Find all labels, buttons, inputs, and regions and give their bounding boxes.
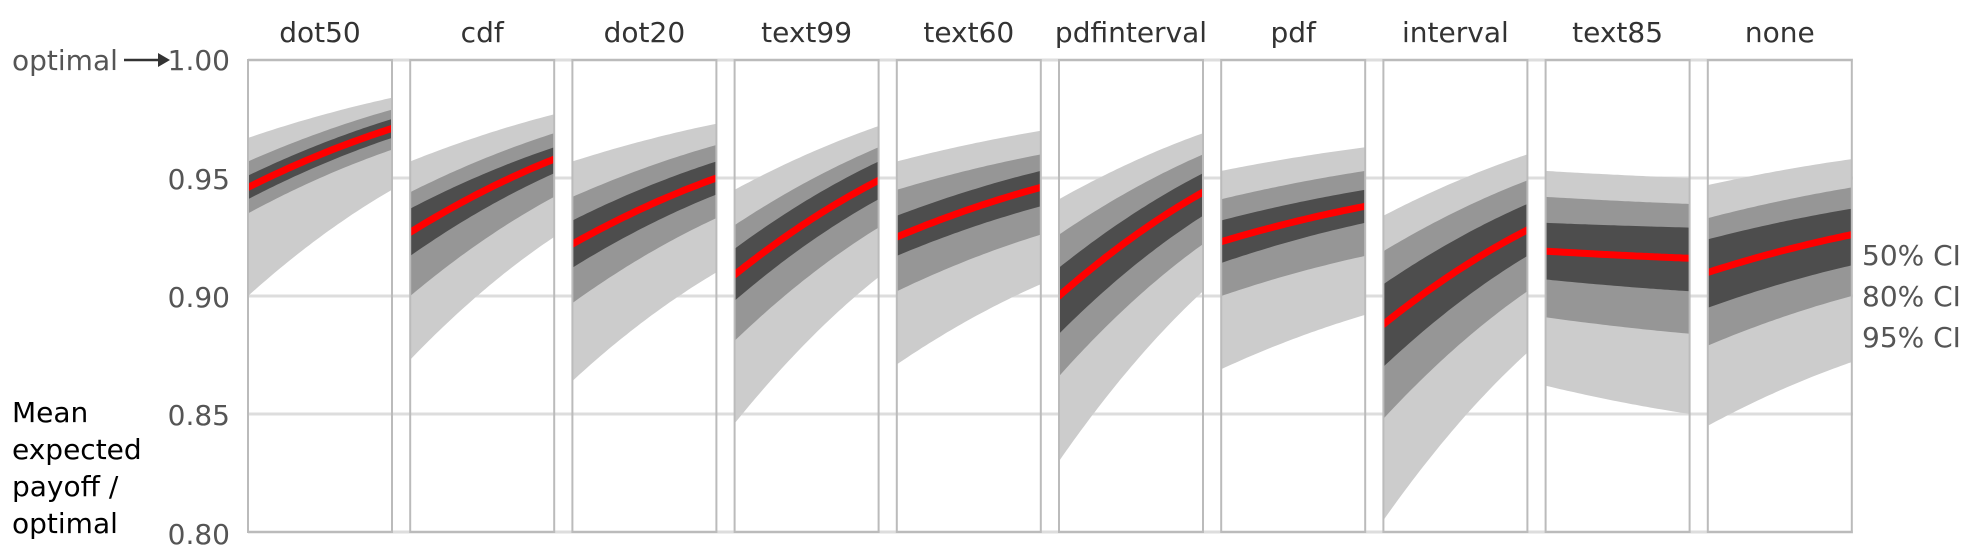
facet-frame: [733, 59, 880, 533]
optimal-arrow-icon: [158, 53, 170, 67]
facet-frame: [409, 59, 556, 533]
facet-pdf: pdf: [1220, 16, 1367, 533]
facet-title: text60: [923, 16, 1014, 49]
ci-bands: [248, 97, 392, 296]
facet-text99: text99: [733, 16, 880, 533]
facet-text85: text85: [1544, 16, 1691, 533]
ci-bands: [410, 114, 555, 360]
y-tick-label: 0.90: [168, 281, 230, 314]
y-axis-label-line: payoff /: [12, 470, 119, 503]
y-tick-label: 0.85: [168, 399, 230, 432]
facet-title: none: [1745, 16, 1815, 49]
optimal-annotation: optimal: [12, 44, 170, 77]
ci-bands: [1059, 133, 1203, 462]
ci-bands: [734, 126, 879, 424]
facet-frame: [1544, 59, 1691, 533]
facet-frame: [1706, 59, 1853, 533]
median-line: [248, 124, 392, 191]
median-line: [1221, 202, 1366, 246]
facet-frame: [571, 59, 718, 533]
y-tick-label: 0.80: [168, 518, 230, 551]
facet-frame: [1058, 59, 1204, 533]
ci-bands: [1221, 147, 1366, 370]
facet-none: none: [1706, 16, 1853, 533]
optimal-label: optimal: [12, 44, 118, 77]
y-axis-label-line: Mean: [12, 396, 88, 429]
median-line: [1059, 188, 1203, 300]
facet-frame: [895, 59, 1042, 533]
legend-entry-80: 80% CI: [1862, 280, 1961, 313]
facet-dot20: dot20: [571, 16, 718, 533]
facet-pdfinterval: pdfinterval: [1055, 16, 1207, 533]
ci-bands: [1383, 154, 1528, 521]
facet-frame: [1382, 59, 1529, 533]
legend-entry-95: 95% CI: [1862, 321, 1961, 354]
y-tick-label: 1.00: [168, 44, 230, 77]
facet-title: text85: [1572, 16, 1663, 49]
y-axis-label-line: expected: [12, 433, 142, 466]
facet-text60: text60: [895, 16, 1042, 533]
y-axis-label-line: optimal: [12, 507, 118, 540]
ci-bands: [1707, 159, 1852, 426]
median-line: [1707, 231, 1852, 276]
facet-cdf: cdf: [409, 16, 556, 533]
facet-title: pdf: [1270, 16, 1317, 49]
facet-title: pdfinterval: [1055, 16, 1207, 49]
facet-interval: interval: [1382, 16, 1529, 533]
facet-title: dot20: [604, 16, 686, 49]
ci-bands: [1545, 170, 1690, 414]
facet-title: cdf: [461, 16, 505, 49]
y-tick-label: 0.95: [168, 163, 230, 196]
facet-frame: [1220, 59, 1367, 533]
facet-title: text99: [761, 16, 852, 49]
y-axis: 1.00 0.95 0.90 0.85 0.80: [168, 44, 230, 551]
y-axis-label: Mean expected payoff / optimal: [12, 396, 142, 540]
legend: 50% CI 80% CI 95% CI: [1862, 239, 1961, 354]
facet-title: dot50: [279, 16, 361, 49]
ci-bands: [896, 130, 1041, 365]
median-line: [896, 183, 1041, 241]
median-line: [410, 155, 555, 236]
median-line: [1383, 226, 1528, 328]
legend-entry-50: 50% CI: [1862, 239, 1961, 272]
median-line: [572, 174, 717, 248]
facet-title: interval: [1402, 16, 1509, 49]
facet-frame: [247, 59, 393, 533]
median-line: [1545, 247, 1690, 262]
ci50-band: [896, 170, 1041, 256]
facet-dot50: dot50: [247, 16, 393, 533]
ci50-band: [1383, 204, 1528, 367]
ci50-band: [1707, 208, 1852, 308]
ci-bands: [572, 123, 717, 381]
facet-panels: dot50 cdf dot20 text99 text60 pdfinterval pdf i…: [247, 16, 1853, 533]
median-line: [734, 176, 879, 279]
ci50-band: [1221, 189, 1366, 263]
